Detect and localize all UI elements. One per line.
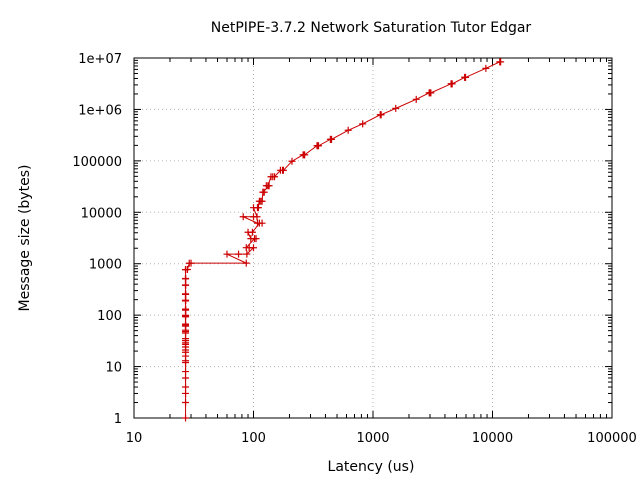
y-tick-label: 100000 [72,155,122,170]
grid [134,58,612,418]
data-point [271,173,279,181]
data-point [315,142,323,150]
y-tick-label: 10000 [81,206,122,221]
data-point [183,266,191,274]
y-tick-label: 1000 [89,258,122,273]
data-point [344,126,352,134]
data-point [253,204,261,212]
x-tick-label: 100 [241,431,266,446]
data-point [182,374,190,382]
data-point [288,157,296,165]
data-point [301,151,309,159]
data-point [328,135,336,143]
chart-title: NetPIPE-3.7.2 Network Saturation Tutor E… [211,20,532,36]
data-point [182,275,190,283]
data-point [377,111,385,119]
y-tick-label: 1e+06 [78,103,122,118]
data-point [448,80,456,88]
data-point [182,305,190,313]
data-point [279,166,287,174]
data-point [427,89,435,97]
data-point [235,250,243,258]
data-point [482,64,490,72]
data-point [264,182,272,190]
data-point [187,259,195,267]
data-point [182,399,190,407]
data-point [392,104,400,112]
data-point [359,120,367,128]
series-group [182,58,505,422]
data-point [242,259,250,267]
data-point [497,58,505,66]
data-point [462,73,470,81]
x-tick-label: 10000 [472,431,513,446]
y-tick-label: 1 [114,412,122,427]
y-tick-label: 100 [97,309,122,324]
data-point [412,95,420,103]
data-point [247,235,255,243]
data-point [242,244,250,252]
data-point [182,281,190,289]
data-point [248,228,256,236]
x-axis-label: Latency (us) [328,459,415,475]
data-point [239,213,247,221]
data-point [259,188,267,196]
y-tick-label: 10 [105,361,122,376]
data-point [182,414,190,422]
axis-ticks: 10 100 1000 10000 100000 1 10 100 1000 10000 10000… [72,52,636,446]
x-tick-label: 10 [126,431,143,446]
data-point [258,197,266,205]
x-tick-label: 1000 [356,431,389,446]
y-axis-label: Message size (bytes) [17,165,33,312]
y-tick-label: 1e+07 [78,52,122,67]
data-point [182,383,190,391]
data-point [253,213,261,221]
data-point [243,250,251,258]
data-point [182,320,190,328]
x-tick-label: 100000 [587,431,637,446]
data-point [253,219,261,227]
data-point [182,290,190,298]
data-point [182,368,190,376]
data-point [182,389,190,397]
series-line [185,61,501,418]
data-point [223,250,231,258]
